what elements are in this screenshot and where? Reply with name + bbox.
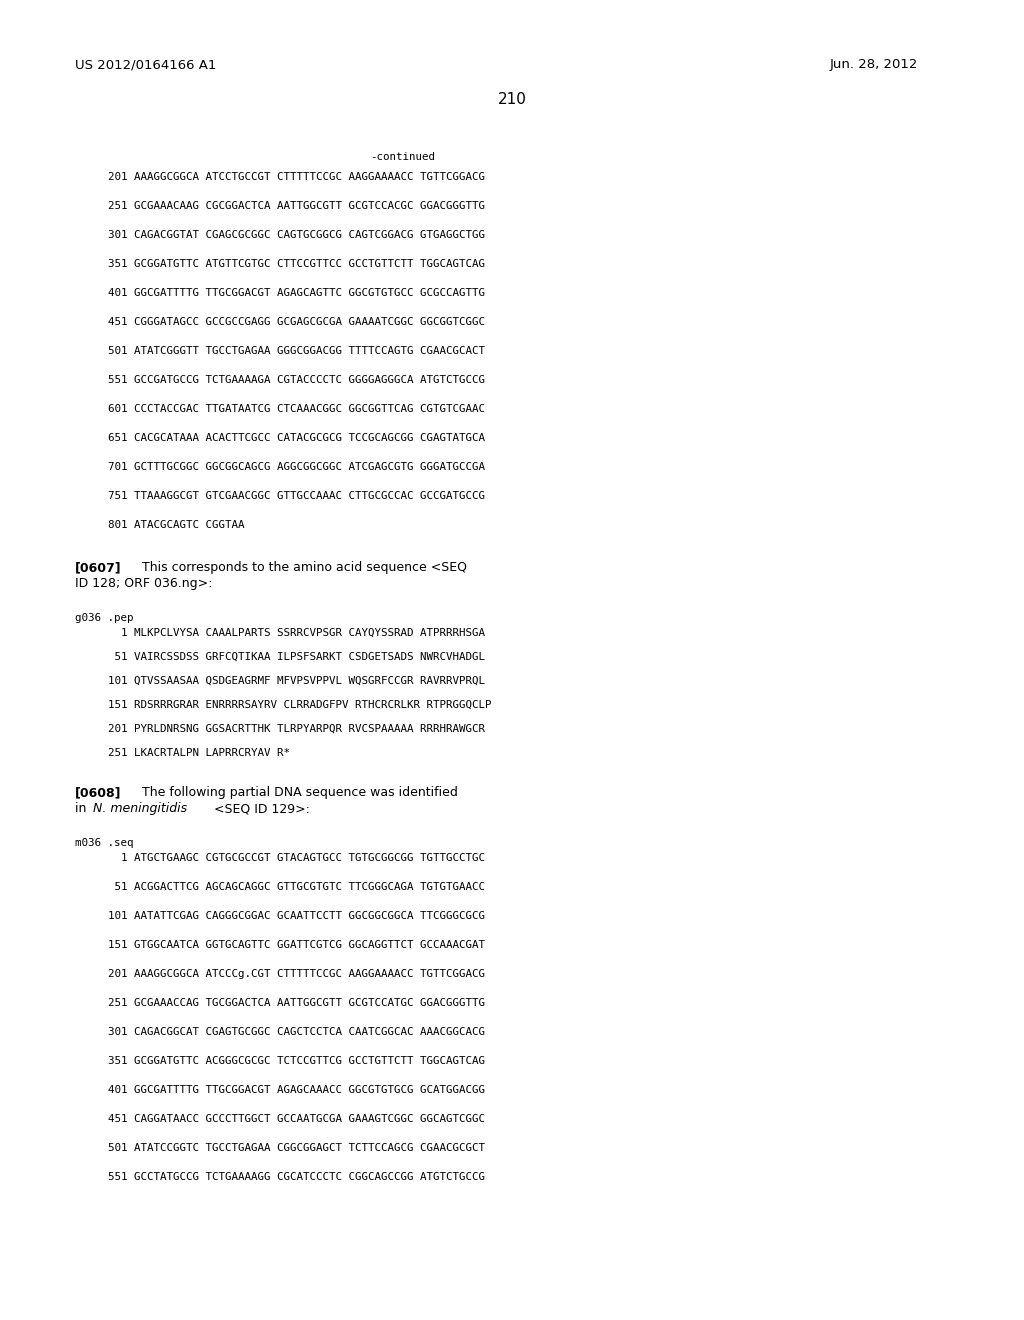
Text: [0608]: [0608] [75, 785, 122, 799]
Text: 201 PYRLDNRSNG GGSACRTTHK TLRPYARPQR RVCSPAAAAA RRRHRAWGCR: 201 PYRLDNRSNG GGSACRTTHK TLRPYARPQR RVC… [108, 723, 485, 734]
Text: Jun. 28, 2012: Jun. 28, 2012 [830, 58, 919, 71]
Text: 301 CAGACGGCAT CGAGTGCGGC CAGCTCCTCA CAATCGGCAC AAACGGCACG: 301 CAGACGGCAT CGAGTGCGGC CAGCTCCTCA CAA… [108, 1027, 485, 1038]
Text: 401 GGCGATTTTG TTGCGGACGT AGAGCAAACC GGCGTGTGCG GCATGGACGG: 401 GGCGATTTTG TTGCGGACGT AGAGCAAACC GGC… [108, 1085, 485, 1096]
Text: 101 AATATTCGAG CAGGGCGGAC GCAATTCCTT GGCGGCGGCA TTCGGGCGCG: 101 AATATTCGAG CAGGGCGGAC GCAATTCCTT GGC… [108, 911, 485, 921]
Text: 451 CGGGATAGCC GCCGCCGAGG GCGAGCGCGA GAAAATCGGC GGCGGTCGGC: 451 CGGGATAGCC GCCGCCGAGG GCGAGCGCGA GAA… [108, 317, 485, 327]
Text: 351 GCGGATGTTC ATGTTCGTGC CTTCCGTTCC GCCTGTTCTT TGGCAGTCAG: 351 GCGGATGTTC ATGTTCGTGC CTTCCGTTCC GCC… [108, 259, 485, 269]
Text: This corresponds to the amino acid sequence <SEQ: This corresponds to the amino acid seque… [130, 561, 467, 574]
Text: m036 .seq: m036 .seq [75, 838, 133, 847]
Text: in: in [75, 803, 90, 814]
Text: 651 CACGCATAAA ACACTTCGCC CATACGCGCG TCCGCAGCGG CGAGTATGCA: 651 CACGCATAAA ACACTTCGCC CATACGCGCG TCC… [108, 433, 485, 444]
Text: The following partial DNA sequence was identified: The following partial DNA sequence was i… [130, 785, 458, 799]
Text: 601 CCCTACCGAC TTGATAATCG CTCAAACGGC GGCGGTTCAG CGTGTCGAAC: 601 CCCTACCGAC TTGATAATCG CTCAAACGGC GGC… [108, 404, 485, 414]
Text: 501 ATATCCGGTC TGCCTGAGAA CGGCGGAGCT TCTTCCAGCG CGAACGCGCT: 501 ATATCCGGTC TGCCTGAGAA CGGCGGAGCT TCT… [108, 1143, 485, 1152]
Text: N. meningitidis: N. meningitidis [93, 803, 187, 814]
Text: 551 GCCTATGCCG TCTGAAAAGG CGCATCCCTC CGGCAGCCGG ATGTCTGCCG: 551 GCCTATGCCG TCTGAAAAGG CGCATCCCTC CGG… [108, 1172, 485, 1181]
Text: 251 GCGAAACAAG CGCGGACTCA AATTGGCGTT GCGTCCACGC GGACGGGTTG: 251 GCGAAACAAG CGCGGACTCA AATTGGCGTT GCG… [108, 201, 485, 211]
Text: 251 LKACRTALPN LAPRRCRYAV R*: 251 LKACRTALPN LAPRRCRYAV R* [108, 748, 290, 758]
Text: 101 QTVSSAASAA QSDGEAGRMF MFVPSVPPVL WQSGRFCCGR RAVRRVPRQL: 101 QTVSSAASAA QSDGEAGRMF MFVPSVPPVL WQS… [108, 676, 485, 686]
Text: 801 ATACGCAGTC CGGTAA: 801 ATACGCAGTC CGGTAA [108, 520, 245, 531]
Text: 251 GCGAAACCAG TGCGGACTCA AATTGGCGTT GCGTCCATGC GGACGGGTTG: 251 GCGAAACCAG TGCGGACTCA AATTGGCGTT GCG… [108, 998, 485, 1008]
Text: 501 ATATCGGGTT TGCCTGAGAA GGGCGGACGG TTTTCCAGTG CGAACGCACT: 501 ATATCGGGTT TGCCTGAGAA GGGCGGACGG TTT… [108, 346, 485, 356]
Text: 301 CAGACGGTAT CGAGCGCGGC CAGTGCGGCG CAGTCGGACG GTGAGGCTGG: 301 CAGACGGTAT CGAGCGCGGC CAGTGCGGCG CAG… [108, 230, 485, 240]
Text: 1 MLKPCLVYSA CAAALPARTS SSRRCVPSGR CAYQYSSRAD ATPRRRHSGA: 1 MLKPCLVYSA CAAALPARTS SSRRCVPSGR CAYQY… [108, 628, 485, 638]
Text: -continued: -continued [370, 152, 435, 162]
Text: ID 128; ORF 036.ng>:: ID 128; ORF 036.ng>: [75, 577, 212, 590]
Text: 451 CAGGATAACC GCCCTTGGCT GCCAATGCGA GAAAGTCGGC GGCAGTCGGC: 451 CAGGATAACC GCCCTTGGCT GCCAATGCGA GAA… [108, 1114, 485, 1125]
Text: 151 GTGGCAATCA GGTGCAGTTC GGATTCGTCG GGCAGGTTCT GCCAAACGAT: 151 GTGGCAATCA GGTGCAGTTC GGATTCGTCG GGC… [108, 940, 485, 950]
Text: 151 RDSRRRGRAR ENRRRRSAYRV CLRRADGFPV RTHCRCRLKR RTPRGGQCLP: 151 RDSRRRGRAR ENRRRRSAYRV CLRRADGFPV RT… [108, 700, 492, 710]
Text: 351 GCGGATGTTC ACGGGCGCGC TCTCCGTTCG GCCTGTTCTT TGGCAGTCAG: 351 GCGGATGTTC ACGGGCGCGC TCTCCGTTCG GCC… [108, 1056, 485, 1067]
Text: 1 ATGCTGAAGC CGTGCGCCGT GTACAGTGCC TGTGCGGCGG TGTTGCCTGC: 1 ATGCTGAAGC CGTGCGCCGT GTACAGTGCC TGTGC… [108, 853, 485, 863]
Text: <SEQ ID 129>:: <SEQ ID 129>: [210, 803, 310, 814]
Text: [0607]: [0607] [75, 561, 122, 574]
Text: 51 VAIRCSSDSS GRFCQTIKAA ILPSFSARKT CSDGETSADS NWRCVHADGL: 51 VAIRCSSDSS GRFCQTIKAA ILPSFSARKT CSDG… [108, 652, 485, 663]
Text: 751 TTAAAGGCGT GTCGAACGGC GTTGCCAAAC CTTGCGCCAC GCCGATGCCG: 751 TTAAAGGCGT GTCGAACGGC GTTGCCAAAC CTT… [108, 491, 485, 502]
Text: 201 AAAGGCGGCA ATCCCg.CGT CTTTTTCCGC AAGGAAAACC TGTTCGGACG: 201 AAAGGCGGCA ATCCCg.CGT CTTTTTCCGC AAG… [108, 969, 485, 979]
Text: 210: 210 [498, 92, 526, 107]
Text: 51 ACGGACTTCG AGCAGCAGGC GTTGCGTGTC TTCGGGCAGA TGTGTGAACC: 51 ACGGACTTCG AGCAGCAGGC GTTGCGTGTC TTCG… [108, 882, 485, 892]
Text: 201 AAAGGCGGCA ATCCTGCCGT CTTTTTCCGC AAGGAAAACC TGTTCGGACG: 201 AAAGGCGGCA ATCCTGCCGT CTTTTTCCGC AAG… [108, 172, 485, 182]
Text: g036 .pep: g036 .pep [75, 612, 133, 623]
Text: US 2012/0164166 A1: US 2012/0164166 A1 [75, 58, 216, 71]
Text: 701 GCTTTGCGGC GGCGGCAGCG AGGCGGCGGC ATCGAGCGTG GGGATGCCGA: 701 GCTTTGCGGC GGCGGCAGCG AGGCGGCGGC ATC… [108, 462, 485, 473]
Text: 401 GGCGATTTTG TTGCGGACGT AGAGCAGTTC GGCGTGTGCC GCGCCAGTTG: 401 GGCGATTTTG TTGCGGACGT AGAGCAGTTC GGC… [108, 288, 485, 298]
Text: 551 GCCGATGCCG TCTGAAAAGA CGTACCCCTC GGGGAGGGCA ATGTCTGCCG: 551 GCCGATGCCG TCTGAAAAGA CGTACCCCTC GGG… [108, 375, 485, 385]
